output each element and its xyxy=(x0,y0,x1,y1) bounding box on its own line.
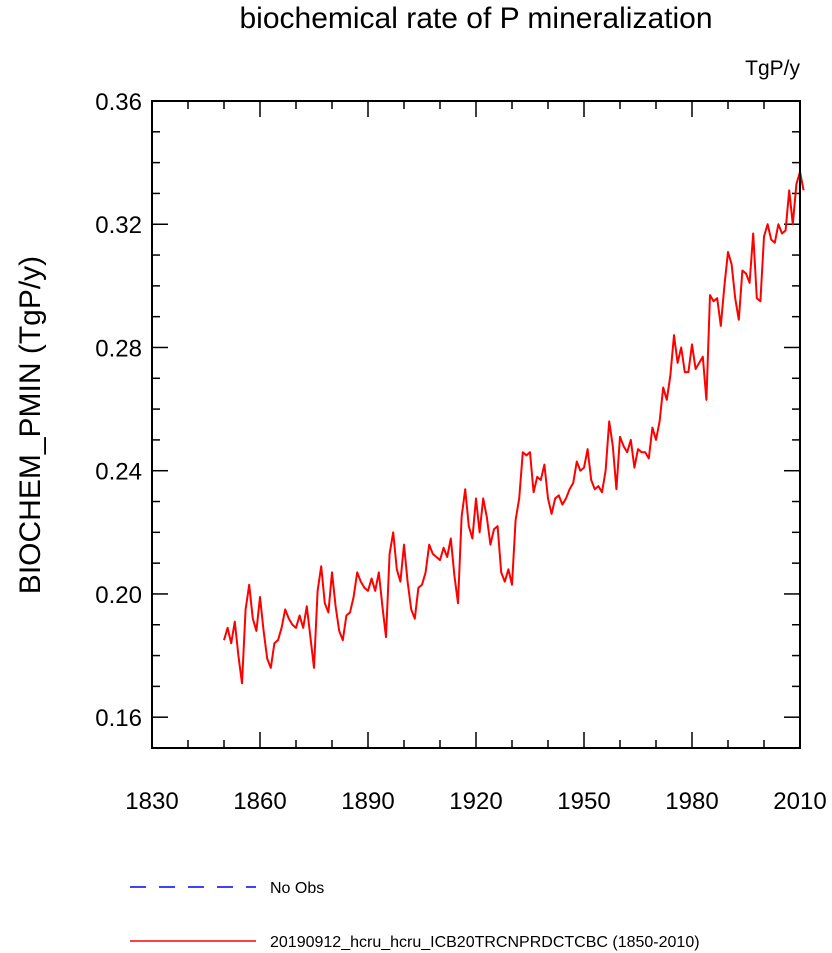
legend-label-no-obs: No Obs xyxy=(270,880,324,897)
series-line xyxy=(223,170,805,685)
x-tick-label: 1980 xyxy=(665,788,718,815)
x-tick-label: 2010 xyxy=(773,788,826,815)
y-tick-label: 0.28 xyxy=(95,335,142,362)
x-tick-label: 1920 xyxy=(449,788,502,815)
x-tick-label: 1860 xyxy=(233,788,286,815)
y-tick-label: 0.16 xyxy=(95,705,142,732)
x-tick-label: 1950 xyxy=(557,788,610,815)
x-tick-label: 1830 xyxy=(125,788,178,815)
tick-labels: 1830 1860 1890 1920 1950 1980 2010 0.16 0.20 0.24… xyxy=(95,89,826,815)
chart-title: biochemical rate of P mineralization xyxy=(239,2,712,35)
legend: No Obs 20190912_hcru_hcru_ICB20TRCNPRDCT… xyxy=(130,880,700,951)
axis-ticks xyxy=(151,100,801,749)
units-label: TgP/y xyxy=(745,57,800,80)
y-tick-label: 0.24 xyxy=(95,459,142,486)
plot-frame xyxy=(151,100,801,749)
y-tick-label: 0.20 xyxy=(95,582,142,609)
series-group xyxy=(223,170,805,685)
y-axis-label: BIOCHEM_PMIN (TgP/y) xyxy=(14,256,47,594)
legend-label-series: 20190912_hcru_hcru_ICB20TRCNPRDCTCBC (18… xyxy=(270,934,700,951)
y-tick-label: 0.36 xyxy=(95,89,142,116)
x-tick-label: 1890 xyxy=(341,788,394,815)
y-tick-label: 0.32 xyxy=(95,212,142,239)
